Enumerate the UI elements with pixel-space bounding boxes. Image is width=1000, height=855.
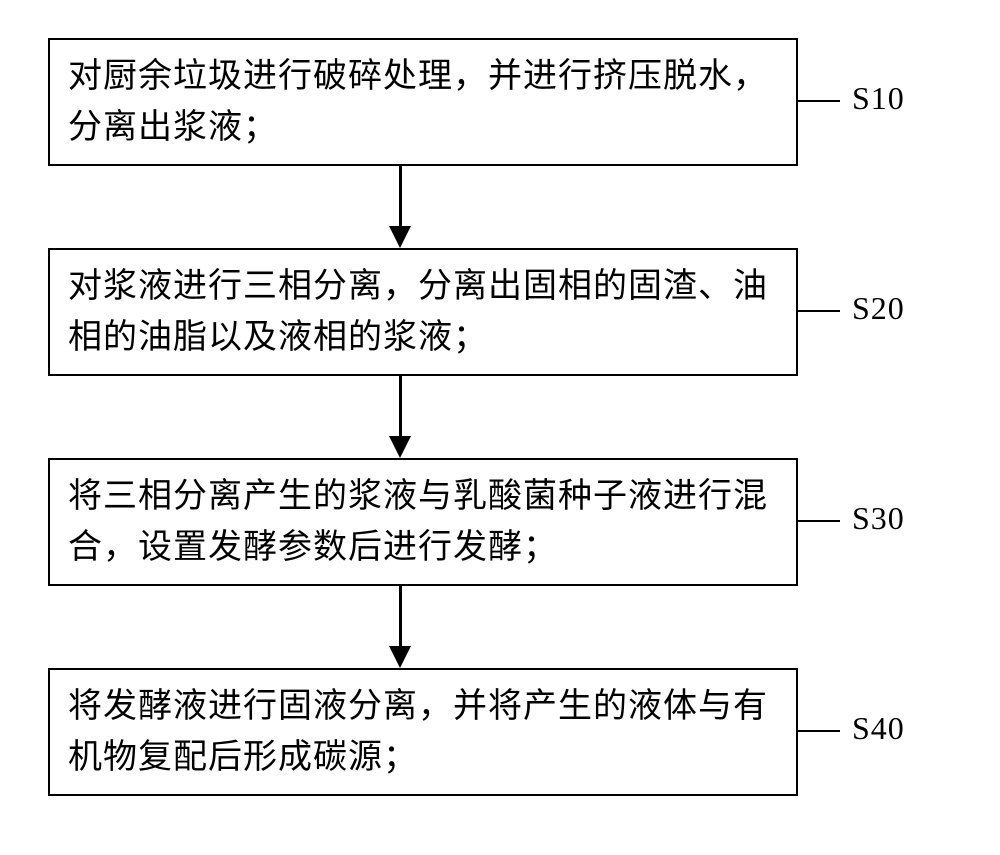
- arrow-shaft-2: [399, 376, 402, 438]
- step-text-s20: 对浆液进行三相分离，分离出固相的固渣、油相的油脂以及液相的浆液；: [68, 261, 778, 363]
- step-box-s40: 将发酵液进行固液分离，并将产生的液体与有机物复配后形成碳源；: [48, 668, 798, 796]
- flowchart-canvas: 对厨余垃圾进行破碎处理，并进行挤压脱水，分离出浆液； S10 对浆液进行三相分离…: [0, 0, 1000, 855]
- step-label-s30: S30: [852, 500, 905, 537]
- step-box-s20: 对浆液进行三相分离，分离出固相的固渣、油相的油脂以及液相的浆液；: [48, 248, 798, 376]
- step-box-s30: 将三相分离产生的浆液与乳酸菌种子液进行混合，设置发酵参数后进行发酵；: [48, 458, 798, 586]
- arrow-head-2: [389, 436, 411, 458]
- step-label-s20: S20: [852, 290, 905, 327]
- step-text-s30: 将三相分离产生的浆液与乳酸菌种子液进行混合，设置发酵参数后进行发酵；: [68, 471, 778, 573]
- step-label-s40: S40: [852, 710, 905, 747]
- arrow-head-1: [389, 226, 411, 248]
- arrow-head-3: [389, 646, 411, 668]
- arrow-shaft-3: [399, 586, 402, 648]
- label-connector-s40: [798, 730, 840, 732]
- step-text-s40: 将发酵液进行固液分离，并将产生的液体与有机物复配后形成碳源；: [68, 681, 778, 783]
- step-label-s10: S10: [852, 80, 905, 117]
- step-box-s10: 对厨余垃圾进行破碎处理，并进行挤压脱水，分离出浆液；: [48, 38, 798, 166]
- step-text-s10: 对厨余垃圾进行破碎处理，并进行挤压脱水，分离出浆液；: [68, 51, 778, 153]
- label-connector-s10: [798, 100, 840, 102]
- arrow-shaft-1: [399, 166, 402, 228]
- label-connector-s20: [798, 310, 840, 312]
- label-connector-s30: [798, 520, 840, 522]
